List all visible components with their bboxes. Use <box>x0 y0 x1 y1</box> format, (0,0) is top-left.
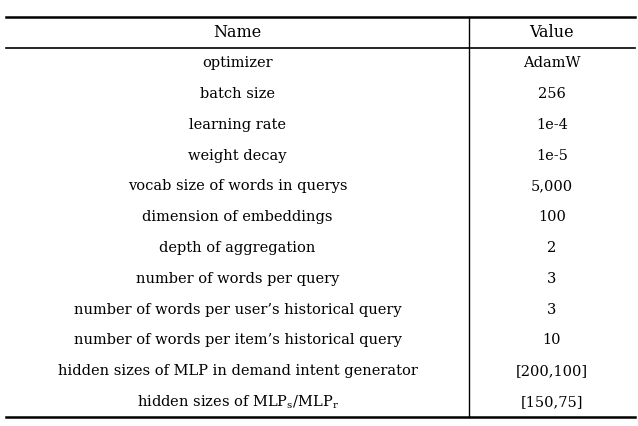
Text: [150,75]: [150,75] <box>521 395 583 409</box>
Text: 3: 3 <box>547 302 556 317</box>
Text: 100: 100 <box>538 210 566 224</box>
Text: number of words per item’s historical query: number of words per item’s historical qu… <box>74 334 401 348</box>
Text: hidden sizes of MLP in demand intent generator: hidden sizes of MLP in demand intent gen… <box>57 364 418 378</box>
Text: learning rate: learning rate <box>189 118 286 132</box>
Text: vocab size of words in querys: vocab size of words in querys <box>128 179 348 193</box>
Text: 10: 10 <box>543 334 561 348</box>
Text: hidden sizes of MLP$_\mathregular{s}$/MLP$_\mathregular{r}$: hidden sizes of MLP$_\mathregular{s}$/ML… <box>137 393 339 411</box>
Text: dimension of embeddings: dimension of embeddings <box>142 210 333 224</box>
Text: number of words per user’s historical query: number of words per user’s historical qu… <box>74 302 401 317</box>
Text: Value: Value <box>530 24 574 41</box>
Text: 256: 256 <box>538 87 566 101</box>
Text: weight decay: weight decay <box>188 149 287 163</box>
Text: 3: 3 <box>547 272 556 286</box>
Text: batch size: batch size <box>200 87 275 101</box>
Text: optimizer: optimizer <box>202 56 273 70</box>
Text: 1e-5: 1e-5 <box>536 149 568 163</box>
Text: AdamW: AdamW <box>523 56 581 70</box>
Text: number of words per query: number of words per query <box>136 272 339 286</box>
Text: 5,000: 5,000 <box>531 179 573 193</box>
Text: 1e-4: 1e-4 <box>536 118 568 132</box>
Text: depth of aggregation: depth of aggregation <box>160 241 316 255</box>
Text: Name: Name <box>214 24 262 41</box>
Text: 2: 2 <box>547 241 556 255</box>
Text: [200,100]: [200,100] <box>516 364 588 378</box>
